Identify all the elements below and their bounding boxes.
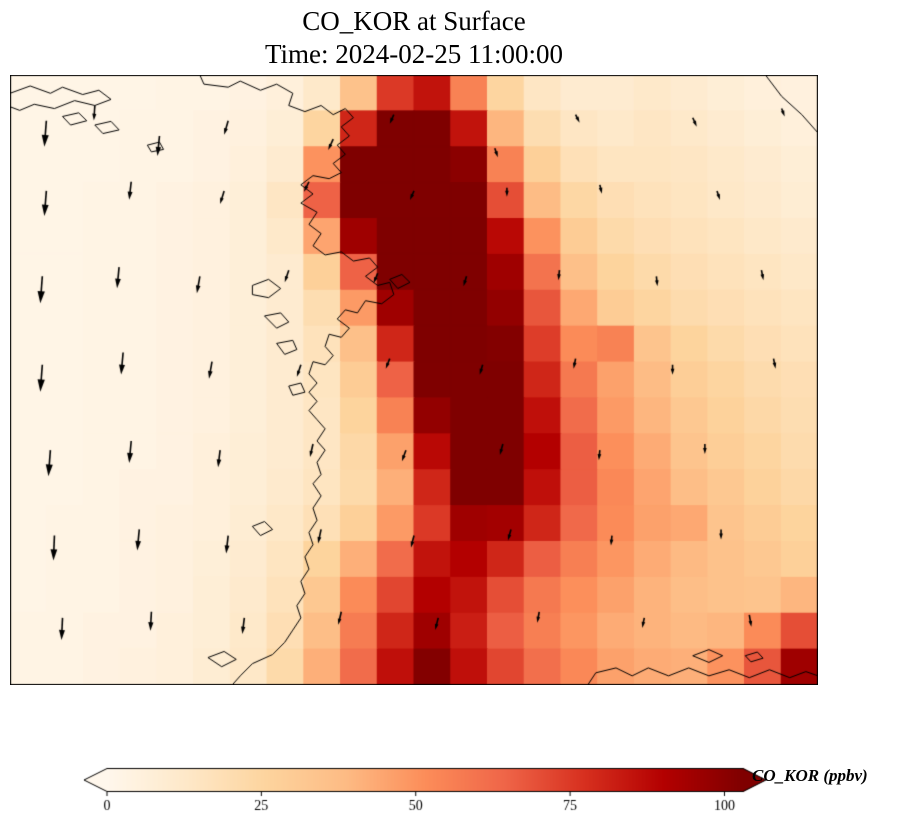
colorbar-label: CO_KOR (ppbv): [752, 766, 868, 785]
heatmap-plot-canvas: [10, 75, 818, 685]
colorbar-canvas: [83, 766, 767, 816]
chart-title-block: CO_KOR at Surface Time: 2024-02-25 11:00…: [10, 5, 818, 71]
chart-subtitle: Time: 2024-02-25 11:00:00: [264, 39, 563, 69]
chart-title: CO_KOR at Surface: [302, 6, 526, 36]
